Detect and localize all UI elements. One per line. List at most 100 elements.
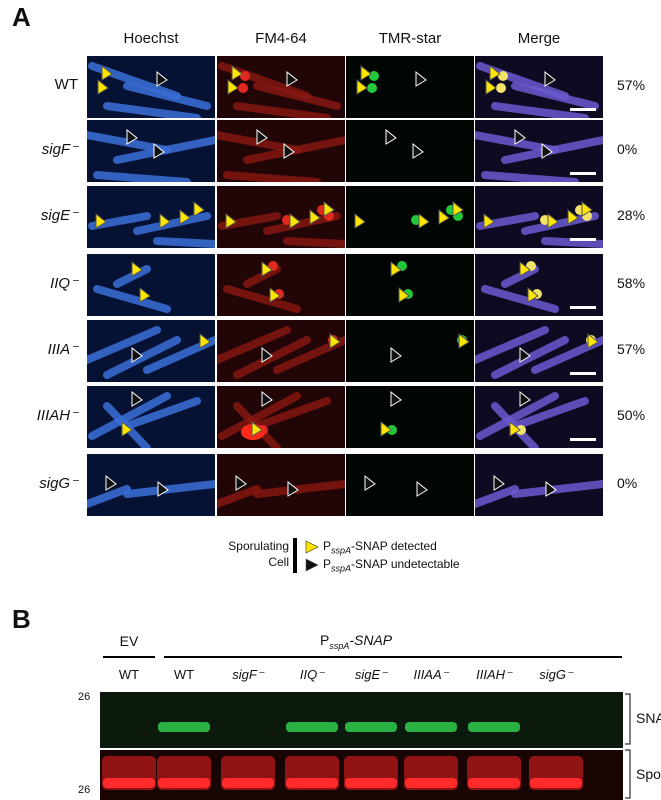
detected-arrow-icon: [452, 200, 464, 217]
band-label-snap: SNAP: [636, 710, 661, 726]
undetectable-arrow-icon: [541, 142, 553, 159]
detected-arrow-icon: [329, 332, 341, 349]
tmr-star-micrograph: [346, 454, 474, 516]
detected-arrow-icon: [581, 200, 593, 217]
tmr-star-micrograph: [346, 120, 474, 182]
tmr-star-micrograph: [346, 254, 474, 316]
detected-arrow-icon: [587, 332, 599, 349]
snap-band: [158, 722, 210, 732]
snap-band: [405, 722, 457, 732]
merge-micrograph: [475, 320, 603, 382]
merge-micrograph: [475, 186, 603, 248]
detected-arrow-icon: [269, 286, 281, 303]
legend-detected: PsspA-SNAP detected: [323, 539, 437, 556]
tmr-star-micrograph: [346, 320, 474, 382]
row-percent: 28%: [617, 207, 646, 223]
marker-26-top: 26: [78, 691, 91, 703]
undetectable-arrow-icon: [493, 474, 505, 491]
detected-arrow-icon: [547, 212, 559, 229]
lane-label: sigG⁻: [539, 667, 573, 682]
legend-bracket: [293, 538, 297, 573]
lane-label: IIIAH⁻: [476, 667, 512, 682]
detected-arrow-icon: [305, 540, 319, 554]
detected-arrow-icon: [354, 212, 366, 229]
merge-micrograph: [475, 386, 603, 448]
row-percent: 57%: [617, 77, 646, 93]
detected-arrow-icon: [438, 208, 450, 225]
undetectable-arrow-icon: [385, 128, 397, 145]
snap-band: [345, 722, 397, 732]
undetectable-arrow-icon: [153, 142, 165, 159]
undetectable-arrow-icon: [261, 346, 273, 363]
undetectable-arrow-icon: [283, 142, 295, 159]
column-header-fm464: FM4-64: [255, 30, 307, 47]
detected-arrow-icon: [139, 286, 151, 303]
panel-b-letter: B: [12, 604, 31, 634]
lane-label: WT: [118, 667, 140, 682]
undetectable-arrow-icon: [412, 142, 424, 159]
detected-arrow-icon: [309, 208, 321, 225]
spo0a-band-core: [222, 778, 274, 788]
hoechst-micrograph: [87, 254, 215, 316]
undetectable-arrow-icon: [261, 390, 273, 407]
band-brackets: [625, 693, 631, 799]
tmr-star-micrograph: [346, 186, 474, 248]
row-label: IIIA⁻: [47, 341, 78, 358]
merge-micrograph: [475, 120, 603, 182]
undetectable-arrow-icon: [235, 474, 247, 491]
detected-arrow-icon: [121, 420, 133, 437]
fm464-micrograph: [217, 56, 345, 118]
detected-arrow-icon: [97, 78, 109, 95]
lane-label: IIIAA⁻: [413, 667, 449, 682]
detected-arrow-icon: [567, 208, 579, 225]
undetectable-arrow-icon: [256, 128, 268, 145]
undetectable-arrow-icon: [287, 480, 299, 497]
column-header-tmr-star: TMR-star: [378, 30, 442, 47]
undetectable-arrow-icon: [390, 346, 402, 363]
snap-band: [286, 722, 338, 732]
hoechst-micrograph: [87, 56, 215, 118]
detected-arrow-icon: [101, 64, 113, 81]
tmr-star-micrograph: [346, 386, 474, 448]
detected-arrow-icon: [95, 212, 107, 229]
spo0a-band-core: [405, 778, 457, 788]
hoechst-micrograph: [87, 454, 215, 516]
lane-label: sigF⁻: [232, 667, 264, 682]
fm464-micrograph: [217, 254, 345, 316]
hoechst-micrograph: [87, 386, 215, 448]
spo0a-blot: [100, 750, 623, 800]
fm464-micrograph: [217, 186, 345, 248]
row-percent: 58%: [617, 275, 646, 291]
fm464-micrograph: [217, 454, 345, 516]
spo0a-band-core: [103, 778, 155, 788]
detected-arrow-icon: [289, 212, 301, 229]
undetectable-arrow-icon: [545, 480, 557, 497]
legend-undetectable: PsspA-SNAP undetectable: [323, 557, 460, 574]
undetectable-arrow-icon: [514, 128, 526, 145]
undetectable-arrow-icon: [157, 480, 169, 497]
row-percent: 0%: [617, 475, 638, 491]
detected-arrow-icon: [398, 286, 410, 303]
detected-arrow-icon: [485, 78, 497, 95]
spo0a-band-core: [158, 778, 210, 788]
scale-bar: [570, 172, 596, 175]
fm464-micrograph: [217, 386, 345, 448]
row-label: sigG⁻: [39, 475, 78, 492]
row-percent: 57%: [617, 341, 646, 357]
legend-label-line1: Sporulating: [228, 539, 289, 553]
detected-arrow-icon: [323, 200, 335, 217]
marker-26-bottom: 26: [78, 784, 91, 796]
merge-micrograph: [475, 254, 603, 316]
detected-arrow-icon: [159, 212, 171, 229]
undetectable-arrow-icon: [131, 346, 143, 363]
detected-arrow-icon: [527, 286, 539, 303]
row-label: WT: [54, 76, 78, 93]
row-label: IIIAH⁻: [36, 407, 78, 424]
detected-arrow-icon: [489, 64, 501, 81]
merge-micrograph: [475, 454, 603, 516]
detected-arrow-icon: [418, 212, 430, 229]
column-header-hoechst: Hoechst: [123, 30, 179, 47]
fm464-micrograph: [217, 320, 345, 382]
undetectable-arrow-icon: [415, 70, 427, 87]
hoechst-micrograph: [87, 120, 215, 182]
